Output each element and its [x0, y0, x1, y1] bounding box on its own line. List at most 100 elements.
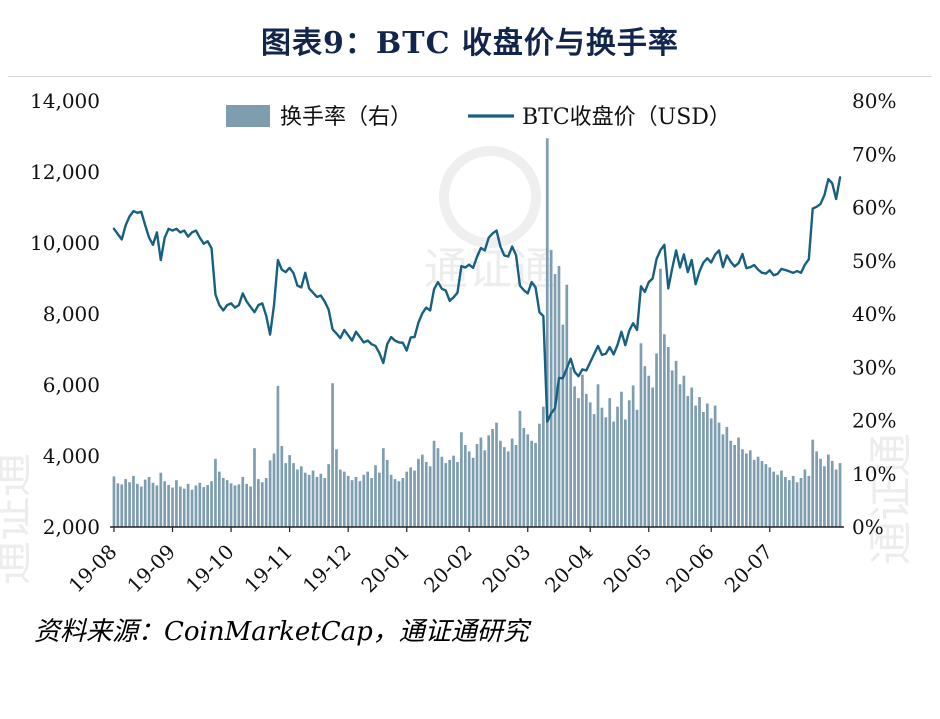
turnover-bar [651, 387, 655, 527]
x-axis-label: 20-03 [477, 540, 535, 598]
turnover-bar [670, 370, 674, 527]
turnover-bar [483, 450, 487, 527]
turnover-bar [499, 440, 502, 527]
turnover-bar [116, 483, 120, 527]
turnover-bar [612, 421, 615, 527]
turnover-bar [823, 466, 826, 527]
turnover-bar [272, 453, 276, 527]
turnover-bar [596, 384, 600, 527]
turnover-bar [444, 463, 448, 527]
turnover-bar [350, 480, 354, 527]
turnover-bar [709, 418, 713, 527]
turnover-bar [647, 375, 651, 527]
watermark: 通证通 [866, 433, 917, 565]
turnover-bar [623, 419, 627, 527]
turnover-bar [257, 479, 260, 527]
chart-area: 通证通 通证通 通证通 2,000 4,000 6,000 8,000 10,000 12,00… [0, 79, 940, 609]
turnover-bar [518, 410, 522, 527]
turnover-bar [342, 471, 346, 527]
turnover-bar [592, 414, 596, 527]
turnover-bar [803, 469, 807, 527]
title-divider [8, 76, 932, 77]
turnover-bar [385, 459, 389, 527]
turnover-bar [631, 385, 635, 527]
turnover-bar [729, 440, 733, 527]
turnover-bar [795, 482, 799, 527]
turnover-bar [167, 484, 170, 527]
turnover-bar [155, 485, 159, 527]
x-axis-label: 20-07 [720, 540, 778, 598]
turnover-bar [292, 463, 295, 527]
turnover-bar [502, 447, 506, 528]
turnover-bar [143, 479, 147, 527]
turnover-bar [260, 482, 264, 527]
turnover-bar [241, 476, 245, 527]
turnover-bar [733, 445, 736, 527]
watermark: 通证通 [0, 453, 37, 585]
turnover-bar [362, 474, 366, 527]
turnover-bar [218, 471, 221, 527]
turnover-bar [178, 486, 182, 527]
turnover-bar [280, 446, 284, 527]
figure-title: 图表9：BTC 收盘价与换手率 [261, 26, 679, 61]
turnover-bar [717, 422, 721, 527]
turnover-bar [565, 284, 569, 527]
right-axis-tick-label: 30% [852, 355, 896, 379]
turnover-bar [136, 483, 139, 527]
turnover-bar [452, 455, 455, 527]
turnover-bar [784, 476, 787, 527]
turnover-bar [577, 398, 580, 527]
turnover-bar [620, 391, 623, 527]
turnover-bar [542, 406, 545, 527]
left-axis-tick-label: 14,000 [30, 89, 100, 113]
turnover-bar [760, 460, 764, 527]
turnover-bar [510, 438, 514, 527]
x-axis-label: 19-11 [239, 540, 297, 598]
turnover-bar [713, 405, 717, 527]
btc-price-turnover-chart: 通证通通证通通证通2,0004,0006,0008,00010,00012,00… [0, 89, 917, 598]
turnover-bar [487, 435, 491, 527]
turnover-bar [721, 434, 725, 527]
turnover-bar [268, 460, 272, 527]
turnover-bar [315, 476, 319, 527]
turnover-bar [545, 138, 549, 527]
turnover-bar [202, 487, 206, 527]
turnover-bar [124, 479, 128, 527]
turnover-bar [741, 449, 744, 527]
turnover-bar [128, 482, 131, 527]
turnover-bar [475, 443, 479, 527]
source-note: 资料来源：CoinMarketCap，通证通研究 [34, 617, 529, 647]
x-axis-label: 19-08 [64, 540, 122, 598]
turnover-bar [690, 387, 694, 527]
turnover-bar [463, 445, 467, 527]
right-axis-tick-label: 10% [852, 462, 896, 486]
turnover-bar [635, 409, 639, 527]
x-axis-label: 20-02 [419, 540, 477, 598]
turnover-bar [339, 469, 342, 527]
turnover-bar [627, 400, 631, 527]
turnover-bar [682, 375, 686, 527]
turnover-bar [190, 489, 194, 527]
right-axis-tick-label: 20% [852, 409, 896, 433]
turnover-bar [253, 448, 256, 527]
turnover-bar [694, 405, 697, 527]
turnover-bar [229, 483, 233, 527]
turnover-bar [752, 459, 756, 527]
turnover-bar [276, 385, 280, 527]
turnover-bar [112, 476, 116, 527]
turnover-bar [182, 488, 186, 527]
turnover-bar [323, 478, 327, 527]
turnover-bar [366, 471, 370, 527]
turnover-bar [206, 484, 209, 527]
turnover-bar [393, 479, 397, 527]
turnover-bar [600, 407, 604, 527]
turnover-bar [405, 471, 409, 527]
turnover-bar [307, 474, 311, 527]
turnover-bar [151, 482, 155, 527]
turnover-bar [147, 476, 151, 527]
turnover-bar [120, 484, 124, 527]
turnover-bar [772, 471, 776, 527]
turnover-bar [530, 440, 533, 527]
turnover-bar [791, 475, 795, 527]
turnover-bar [389, 474, 393, 527]
